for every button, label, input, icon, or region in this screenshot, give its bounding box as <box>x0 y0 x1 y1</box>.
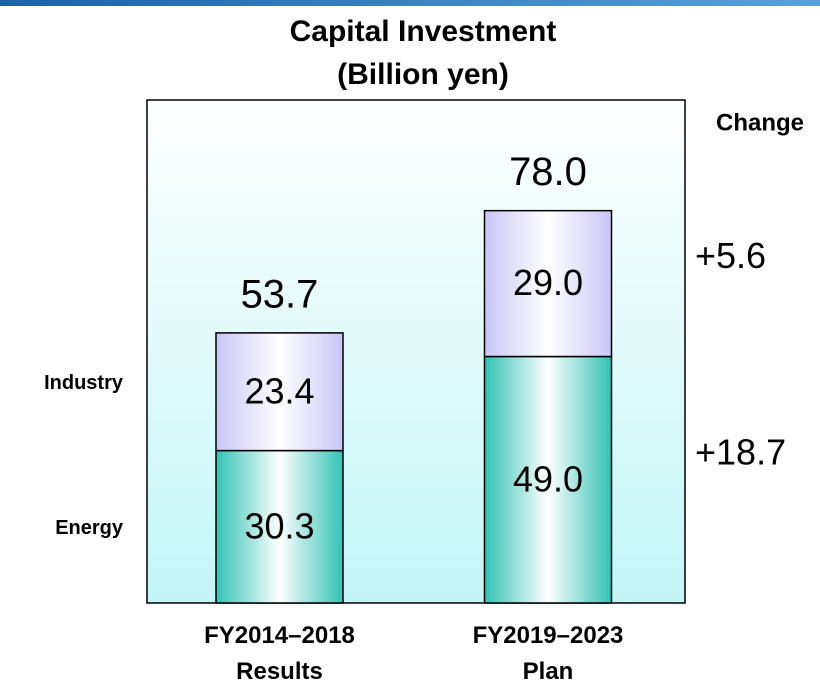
category-label: FY2019–2023 Plan <box>472 622 624 685</box>
segment-label: 23.4 <box>244 370 314 411</box>
change-label: +5.6 <box>695 235 766 276</box>
bar-segment <box>483 355 613 604</box>
bar-segment <box>215 332 344 452</box>
chart-subtitle: (Billion yen) <box>337 58 509 91</box>
chart-title: Capital Investment <box>290 15 557 48</box>
total-label: 53.7 <box>241 272 319 316</box>
bar-segment <box>483 209 613 358</box>
change-label: +18.7 <box>695 431 786 472</box>
segment-label: 49.0 <box>513 458 583 499</box>
category-label: FY2014–2018 Results <box>204 622 355 685</box>
bar-segment <box>215 449 344 604</box>
legend-label: Energy <box>55 517 124 539</box>
segment-label: 30.3 <box>244 505 314 546</box>
legend-label: Industry <box>44 372 124 394</box>
segment-label: 29.0 <box>513 262 583 303</box>
header-bar <box>0 0 820 6</box>
total-label: 78.0 <box>509 150 587 194</box>
change-title: Change <box>716 109 804 136</box>
